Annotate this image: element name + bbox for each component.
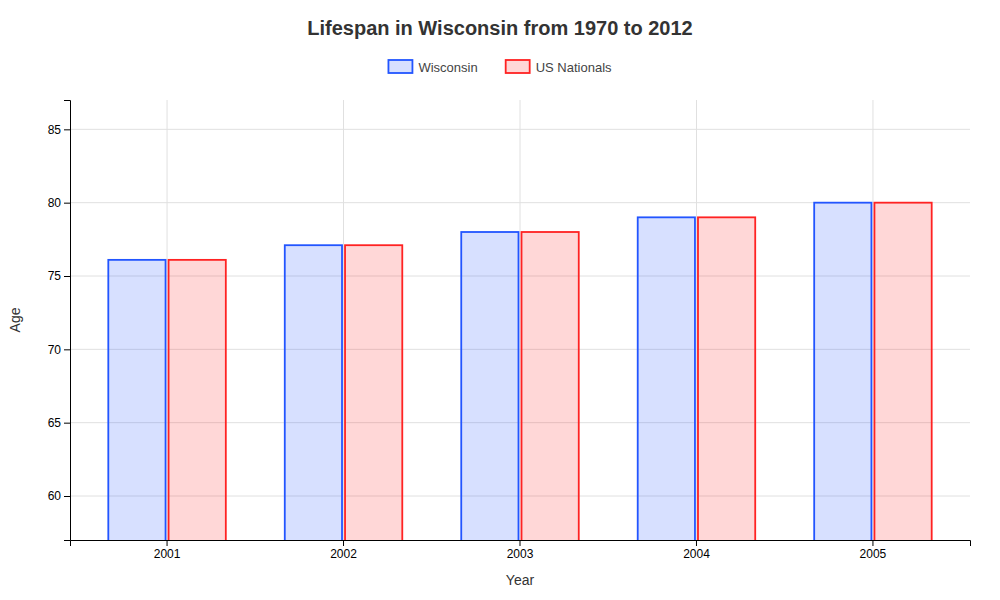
x-tick-label: 2004: [683, 547, 710, 561]
title: Lifespan in Wisconsin from 1970 to 2012: [307, 17, 693, 39]
chart: 2001 2002 2003 2004 2005 60 65 70 75 80 85 Year Age L…: [0, 0, 1000, 600]
y-tick: 85: [48, 123, 70, 137]
y-tick: 80: [48, 196, 70, 210]
x-tick-mark: [167, 540, 168, 546]
y-axis-line: [64, 101, 71, 541]
x-tick: 2005: [860, 540, 887, 561]
y-tick-mark: [64, 129, 70, 130]
bar: [461, 232, 518, 540]
y-tick-mark: [64, 423, 70, 424]
y-tick-mark: [64, 276, 70, 277]
plot: 2001 2002 2003 2004 2005 60 65 70 75 80 85: [48, 100, 971, 600]
grid-line: [167, 100, 168, 540]
bar: [814, 203, 871, 540]
x-tick: 2004: [683, 540, 710, 561]
legend: Wisconsin US Nationals: [388, 60, 612, 75]
grid-line: [343, 100, 344, 540]
x-tick: 2001: [154, 540, 181, 561]
y-tick-label: 80: [48, 196, 62, 210]
y-axis-title: Age: [7, 307, 23, 332]
y-tick: 60: [48, 489, 70, 503]
bar: [108, 260, 165, 540]
x-tick-label: 2002: [330, 547, 357, 561]
y-tick: 75: [48, 269, 70, 283]
grid-line: [696, 100, 697, 540]
y-tick-label: 70: [48, 343, 62, 357]
bar: [638, 217, 695, 540]
legend-swatch: [506, 60, 530, 73]
legend-item: US Nationals: [506, 60, 612, 75]
x-tick-mark: [696, 540, 697, 546]
y-tick-label: 60: [48, 489, 62, 503]
x-tick-label: 2001: [154, 547, 181, 561]
y-tick: 65: [48, 416, 70, 430]
grid-line: [520, 100, 521, 540]
bar: [169, 260, 226, 540]
x-tick-mark: [343, 540, 344, 546]
bar: [285, 245, 342, 540]
y-tick-mark: [64, 496, 70, 497]
y-tick-label: 65: [48, 416, 62, 430]
legend-label: Wisconsin: [418, 60, 477, 75]
x-tick-mark: [520, 540, 521, 546]
x-tick-label: 2003: [507, 547, 534, 561]
legend-label: US Nationals: [536, 60, 612, 75]
y-tick-label: 85: [48, 123, 62, 137]
bar-series: [169, 203, 932, 540]
legend-swatch: [388, 60, 412, 73]
legend-item: Wisconsin: [388, 60, 477, 75]
bar: [345, 245, 402, 540]
x-tick-mark: [872, 540, 873, 546]
x-axis: 2001 2002 2003 2004 2005: [71, 540, 971, 561]
x-tick: 2002: [330, 540, 357, 561]
y-axis: 60 65 70 75 80 85: [48, 101, 71, 541]
y-tick-label: 75: [48, 269, 62, 283]
x-tick: 2003: [507, 540, 534, 561]
bar: [874, 203, 931, 540]
y-tick: 70: [48, 343, 70, 357]
x-axis-title: Year: [506, 572, 535, 588]
x-tick-label: 2005: [860, 547, 887, 561]
bars: [108, 203, 931, 540]
y-tick-mark: [64, 203, 70, 204]
bar-series: [108, 203, 871, 540]
bar: [698, 217, 755, 540]
x-axis-line: [71, 541, 971, 547]
grid-line: [872, 100, 873, 540]
y-tick-mark: [64, 349, 70, 350]
bar: [522, 232, 579, 540]
